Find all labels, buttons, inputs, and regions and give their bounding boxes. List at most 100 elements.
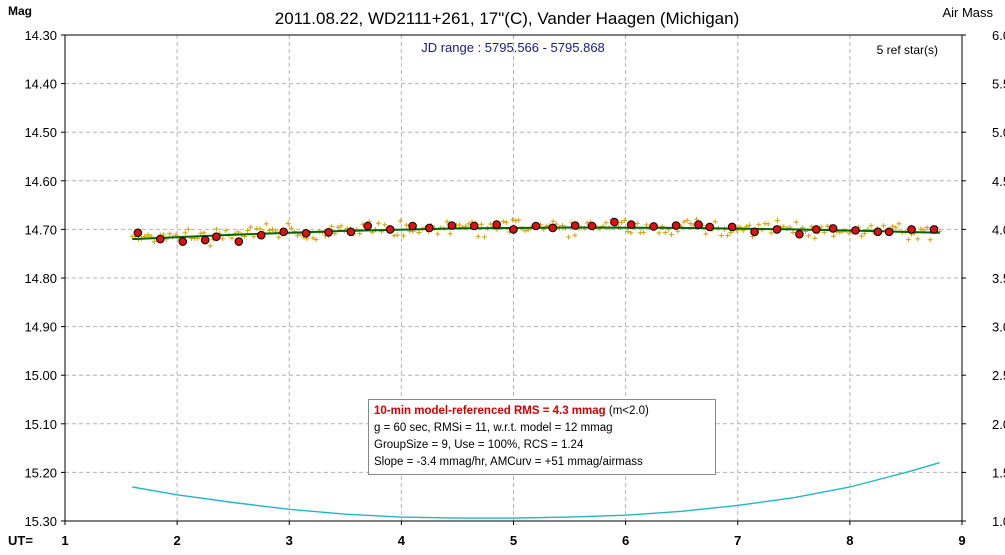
binned-point (200, 235, 210, 245)
raw-point (572, 232, 578, 238)
x-tick-label: 8 (846, 533, 853, 548)
raw-point (478, 221, 484, 227)
y-tick-left-label: 14.90 (24, 320, 57, 335)
rms-value: 10-min model-referenced RMS = 4.3 mmag (374, 405, 606, 417)
airmass-curve (132, 462, 940, 519)
binned-point (694, 220, 703, 229)
raw-point (248, 224, 254, 230)
x-tick-label: 1 (61, 533, 68, 548)
raw-point (774, 217, 780, 223)
y-tick-right-label: 3.0 (992, 320, 1005, 335)
raw-point (522, 228, 528, 234)
raw-point (185, 226, 191, 232)
y-tick-right-label: 1.5 (992, 465, 1005, 480)
raw-point (628, 230, 634, 236)
raw-point (310, 235, 316, 241)
raw-point (338, 223, 344, 229)
raw-point (254, 225, 260, 231)
binned-point (492, 220, 501, 229)
raw-point (640, 230, 646, 236)
stats-line-3: GroupSize = 9, Use = 100%, RCS = 1.24 (374, 439, 584, 451)
raw-point (790, 229, 796, 235)
binned-point (256, 230, 266, 240)
binned-point (363, 221, 373, 231)
jd-range: JD range : 5795.566 - 5795.868 (421, 40, 605, 55)
raw-point (868, 223, 874, 229)
binned-points-layer (133, 217, 939, 246)
raw-point (806, 233, 812, 239)
raw-point (285, 220, 291, 226)
stats-line-2: g = 60 sec, RMSi = 11, w.r.t. model = 12… (374, 422, 613, 434)
binned-point (212, 232, 221, 241)
raw-points-layer (129, 216, 943, 249)
binned-point (750, 227, 759, 237)
raw-point (566, 234, 572, 240)
raw-point (335, 224, 341, 230)
raw-point (893, 225, 899, 231)
raw-point (397, 218, 403, 224)
raw-point (516, 217, 522, 223)
raw-point (684, 217, 690, 223)
x-tick-label: 6 (622, 533, 629, 548)
binned-point (649, 222, 658, 231)
binned-point (772, 225, 782, 234)
y-tick-left-label: 15.30 (24, 514, 57, 529)
raw-point (924, 224, 930, 230)
chart-title: 2011.08.22, WD2111+261, 17"(C), Vander H… (275, 9, 740, 28)
raw-point (681, 219, 687, 225)
binned-point (671, 221, 681, 230)
y-tick-right-label: 6.0 (992, 28, 1005, 43)
raw-point (329, 223, 335, 229)
binned-point (408, 221, 417, 231)
raw-point (793, 219, 799, 225)
raw-point (266, 227, 272, 233)
raw-point (634, 220, 640, 226)
y-axis-left-label: Mag (8, 4, 32, 18)
binned-point (929, 225, 939, 234)
raw-point (257, 226, 263, 232)
raw-point (276, 234, 282, 240)
raw-point (510, 217, 516, 223)
raw-point (687, 220, 693, 226)
y-tick-right-label: 5.0 (992, 125, 1005, 140)
raw-point (167, 231, 173, 237)
raw-point (404, 222, 410, 228)
raw-point (400, 233, 406, 239)
binned-point (727, 222, 737, 232)
raw-point (357, 231, 363, 237)
raw-point (513, 218, 519, 224)
raw-point (376, 220, 382, 226)
y-tick-left-label: 14.50 (24, 125, 57, 140)
y-tick-left-label: 15.20 (24, 465, 57, 480)
binned-point (626, 220, 636, 229)
raw-point (394, 232, 400, 238)
raw-point (182, 230, 188, 236)
binned-point (570, 221, 580, 230)
raw-point (625, 228, 631, 234)
binned-point (907, 225, 916, 234)
raw-point (905, 237, 911, 243)
raw-point (603, 220, 609, 226)
y-axis-right-label: Air Mass (942, 5, 993, 20)
binned-point (587, 221, 597, 231)
binned-point (301, 228, 311, 238)
raw-point (201, 230, 207, 236)
binned-point (795, 229, 804, 239)
x-tick-label: 9 (958, 533, 965, 548)
raw-point (245, 227, 251, 233)
x-tick-label: 2 (174, 533, 181, 548)
y-tick-right-label: 3.5 (992, 271, 1005, 286)
binned-point (884, 227, 894, 237)
raw-point (550, 218, 556, 224)
raw-point (435, 231, 441, 237)
raw-point (382, 222, 388, 228)
binned-point (324, 228, 333, 237)
stats-line-4: Slope = -3.4 mmag/hr, AMCurv = +51 mmag/… (374, 456, 643, 468)
y-tick-left-label: 14.60 (24, 174, 57, 189)
raw-point (712, 219, 718, 225)
raw-point (622, 218, 628, 224)
binned-point (385, 225, 395, 234)
y-tick-left-label: 14.30 (24, 28, 57, 43)
binned-point (873, 227, 883, 237)
rms-condition: (m<2.0) (605, 405, 649, 417)
